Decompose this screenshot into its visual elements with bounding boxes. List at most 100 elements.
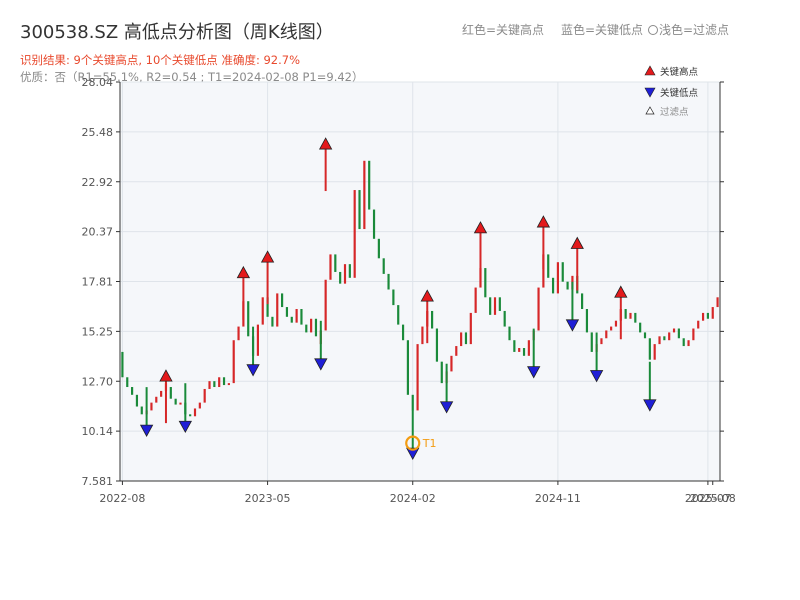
key-high-marker — [260, 250, 275, 263]
candle — [213, 381, 216, 388]
chart-title: 300538.SZ 高低点分析图（周K线图） — [20, 22, 334, 43]
candle — [479, 268, 482, 288]
candle — [140, 406, 143, 415]
candle — [450, 355, 453, 372]
key-low-marker — [314, 358, 328, 371]
axes: 7.581 10.14 12.70 15.25 17.81 20.37 22.92 25.48… — [82, 76, 736, 505]
candle — [401, 324, 405, 341]
candle — [222, 377, 226, 386]
legend-light-note: 浅色=过滤点 — [648, 21, 729, 38]
candle — [155, 396, 158, 403]
candle — [508, 326, 511, 341]
candle — [348, 264, 351, 278]
candle — [716, 297, 719, 308]
candle — [160, 390, 163, 397]
key-high-marker — [570, 236, 584, 249]
x-tick-label: 2025-08 — [690, 492, 736, 505]
legend-high-icon — [644, 65, 656, 76]
candle — [590, 332, 593, 352]
y-tick-label: 10.14 — [82, 425, 114, 438]
y-tick-label: 25.48 — [82, 126, 114, 139]
candle — [469, 312, 472, 345]
y-tick-label: 22.92 — [82, 176, 114, 189]
candle — [387, 273, 390, 290]
candle — [692, 328, 695, 341]
candle — [343, 264, 347, 284]
candle — [285, 307, 289, 317]
candle — [358, 190, 361, 230]
candle — [203, 388, 206, 403]
legend-high-label: 关键高点 — [660, 66, 699, 78]
candle — [150, 402, 153, 411]
candle — [208, 381, 211, 389]
key-low-marker — [439, 401, 454, 414]
candle — [581, 293, 584, 310]
y-tick-label: 17.81 — [82, 276, 114, 289]
y-tick-label: 28.04 — [82, 76, 114, 89]
key-low-marker — [643, 399, 657, 412]
key-high-marker — [318, 137, 333, 150]
candle — [648, 338, 651, 360]
candle — [247, 301, 250, 337]
key-low-marker — [246, 364, 260, 377]
candle — [271, 316, 274, 327]
candle — [697, 320, 700, 329]
key-high-marker — [614, 285, 628, 298]
key-low-marker — [589, 370, 604, 383]
candle — [503, 310, 506, 327]
key-low-marker — [406, 447, 420, 460]
candle — [605, 330, 608, 339]
candle — [179, 402, 182, 405]
candle — [227, 383, 230, 386]
candle — [498, 297, 501, 311]
candle — [135, 394, 139, 407]
candle — [668, 332, 671, 341]
candle — [706, 312, 709, 319]
candle — [522, 348, 526, 356]
x-tick-label: 2024-11 — [535, 492, 581, 505]
candle — [610, 326, 613, 331]
candle — [324, 279, 327, 331]
candle — [334, 254, 337, 272]
candle — [489, 297, 492, 315]
t1-label: T1 — [422, 437, 437, 450]
candle — [300, 309, 303, 325]
candle — [377, 238, 380, 259]
candle — [585, 309, 589, 333]
candle — [663, 336, 666, 341]
key-low-marker — [527, 366, 541, 379]
candle — [193, 408, 197, 417]
x-tick-label: 2023-05 — [245, 492, 291, 505]
candle — [677, 328, 680, 339]
candle — [411, 394, 414, 411]
candle — [218, 377, 221, 388]
candle — [126, 377, 129, 388]
candle — [295, 309, 298, 323]
candle — [455, 346, 458, 356]
candle — [198, 402, 201, 409]
t1-circle — [405, 435, 421, 451]
legend-filtered-label: 过滤点 — [660, 106, 689, 118]
candle — [474, 287, 477, 313]
candle — [542, 254, 545, 288]
result-summary: 识别结果: 9个关键高点, 10个关键低点 准确度: 92.7% — [20, 53, 301, 67]
candle — [513, 340, 516, 352]
y-tick-label: 20.37 — [82, 226, 114, 239]
candle — [537, 287, 540, 331]
candle — [600, 338, 603, 345]
legend-filtered-icon — [645, 106, 655, 115]
candle — [372, 209, 376, 239]
candle — [672, 328, 676, 333]
candle — [653, 344, 656, 360]
key-high-marker — [236, 265, 251, 279]
candle — [639, 322, 642, 333]
x-tick-label: 2024-02 — [390, 492, 436, 505]
candle — [431, 310, 434, 329]
candle — [276, 293, 279, 327]
candle — [314, 318, 318, 337]
candle — [561, 262, 564, 282]
candle — [614, 320, 618, 327]
candle — [484, 268, 487, 298]
quality-summary: 优质：否（R1=55.1%, R2=0.54 ; T1=2024-02-08 P… — [20, 70, 364, 84]
